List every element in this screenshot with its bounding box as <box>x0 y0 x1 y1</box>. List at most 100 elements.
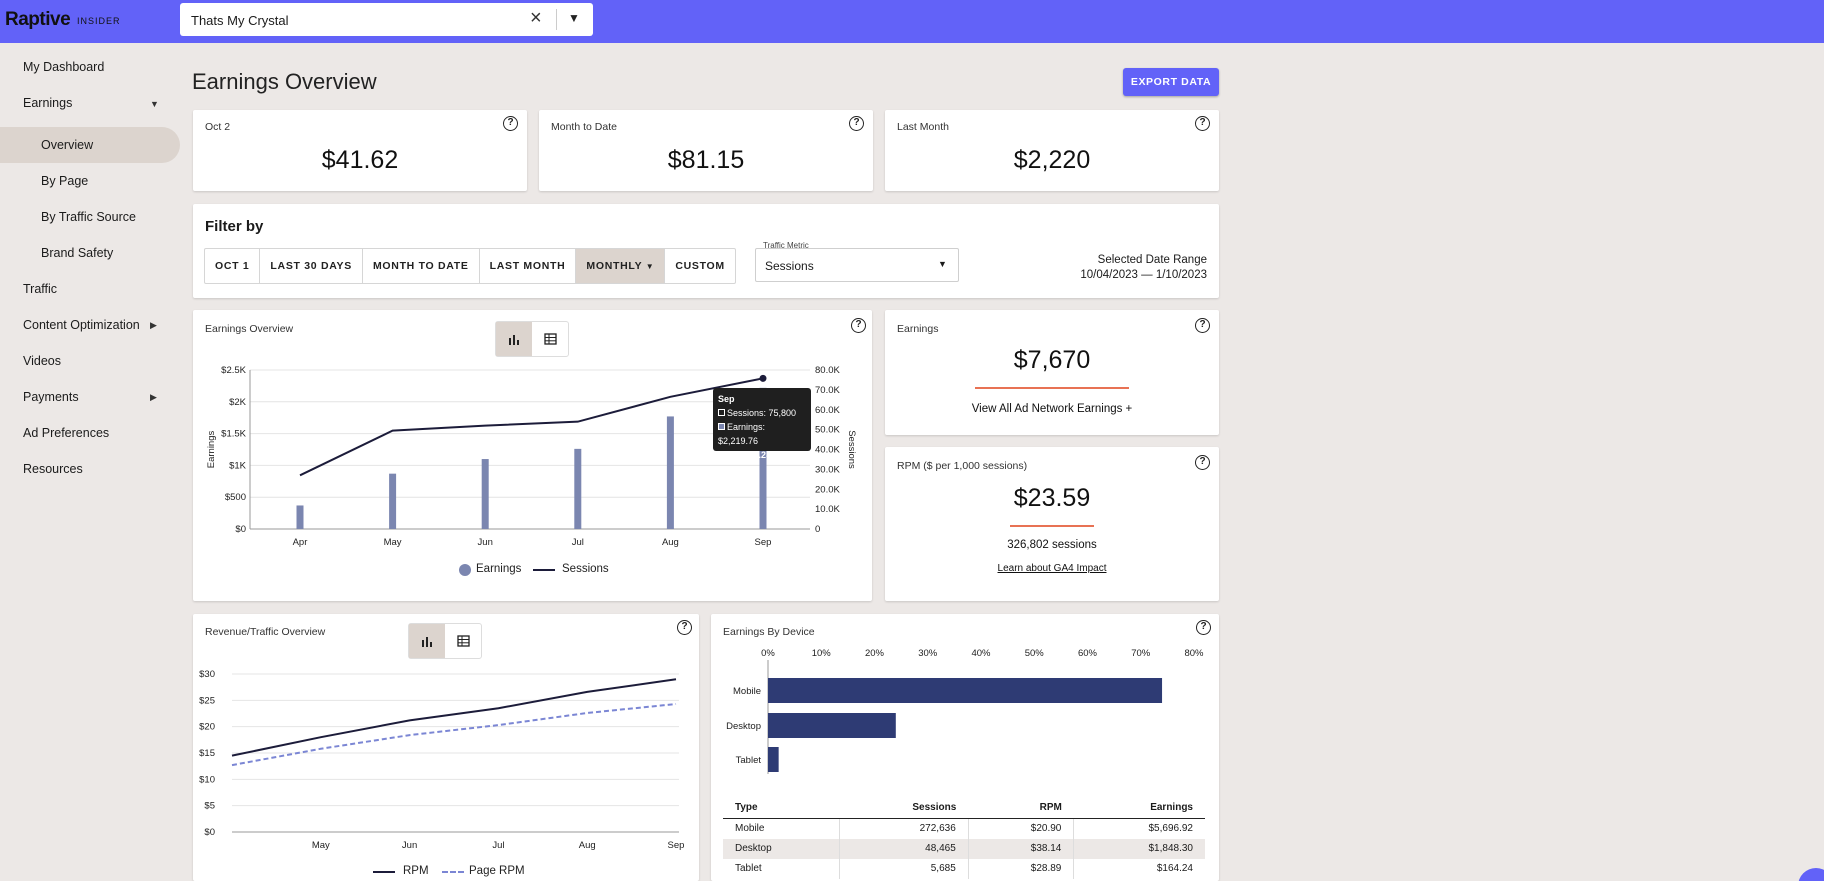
range-monthly-button[interactable]: MONTHLY ▼ <box>576 249 666 283</box>
earnings-label: Earnings <box>897 323 939 335</box>
y-tick-label: $25 <box>199 695 215 706</box>
cell-rpm: $28.89 <box>968 858 1075 879</box>
range-last-month-button[interactable]: LAST MONTH <box>480 249 577 283</box>
chart-tooltip: Sep Sessions: 75,800 Earnings: $2,219.76… <box>713 388 811 460</box>
summary-label: Oct 2 <box>205 121 231 133</box>
summary-card-last-month: Last Month ? $2,220 <box>885 110 1219 191</box>
device-chart: 0% 10% 20% 30% 40% 50% 60% 70% 80% Mobile Desktop T… <box>726 648 1204 774</box>
help-icon[interactable]: ? <box>1195 318 1210 333</box>
legend-earnings[interactable]: Earnings <box>476 563 522 575</box>
legend-rpm[interactable]: RPM <box>403 865 429 877</box>
y2-tick-label: 20.0K <box>815 484 840 495</box>
rpm-sessions: 326,802 sessions <box>1007 539 1097 551</box>
range-last-30-days-button[interactable]: LAST 30 DAYS <box>260 249 363 283</box>
x-tick-label: Apr <box>293 537 308 548</box>
tooltip-rpm: RPM: $29.28 <box>718 450 772 460</box>
ga4-impact-link[interactable]: Learn about GA4 Impact <box>997 563 1107 574</box>
table-row: Tablet 5,685 $28.89 $164.24 <box>723 858 1205 879</box>
legend-sessions[interactable]: Sessions <box>562 563 609 575</box>
sidebar-item-content-optimization[interactable]: Content Optimization <box>23 318 140 332</box>
date-range-tabs: OCT 1 LAST 30 DAYS MONTH TO DATE LAST MO… <box>204 248 736 284</box>
device-bar <box>768 747 779 772</box>
x-tick-label: 70% <box>1131 648 1151 659</box>
x-tick-label: 60% <box>1078 648 1098 659</box>
sidebar-item-my-dashboard[interactable]: My Dashboard <box>23 60 105 74</box>
revenue-chart-title: Revenue/Traffic Overview <box>205 626 326 638</box>
sessions-legend-line <box>533 569 555 571</box>
caret-down-icon[interactable]: ▼ <box>150 99 159 109</box>
help-icon[interactable]: ? <box>503 116 518 131</box>
sidebar-item-videos[interactable]: Videos <box>23 354 61 368</box>
sidebar-item-brand-safety[interactable]: Brand Safety <box>41 246 114 260</box>
export-data-button[interactable]: EXPORT DATA <box>1123 68 1219 96</box>
col-sessions[interactable]: Sessions <box>839 797 969 819</box>
traffic-metric-select[interactable]: Sessions ▼ <box>755 248 959 282</box>
sidebar-item-resources[interactable]: Resources <box>23 462 83 476</box>
sidebar-item-by-page[interactable]: By Page <box>41 174 89 188</box>
help-icon[interactable]: ? <box>1195 116 1210 131</box>
close-icon[interactable]: × <box>530 7 542 29</box>
x-tick-label: Jul <box>492 840 504 851</box>
sidebar-item-by-traffic-source[interactable]: By Traffic Source <box>41 210 136 224</box>
col-type[interactable]: Type <box>723 797 840 819</box>
y-tick-label: $0 <box>204 827 215 838</box>
device-label: Mobile <box>733 686 761 697</box>
help-icon[interactable]: ? <box>677 620 692 635</box>
x-tick-label: Aug <box>662 537 679 548</box>
y2-tick-label: 0 <box>815 524 820 535</box>
summary-value: $81.15 <box>667 146 745 174</box>
col-rpm[interactable]: RPM <box>968 797 1074 819</box>
bar-chart-icon[interactable] <box>409 624 445 658</box>
earnings-bar <box>759 387 767 529</box>
y2-axis-label: Sessions <box>846 430 857 469</box>
device-bar <box>768 713 896 738</box>
caret-right-icon[interactable]: ▶ <box>150 320 157 330</box>
sidebar-item-overview[interactable]: Overview <box>41 138 94 152</box>
earnings-chart-card: Earnings Overview ? $0 $500 $1K $1.5K $2K $2.… <box>193 310 872 601</box>
y-tick-label: $500 <box>225 492 246 503</box>
rpm-underline <box>1010 525 1094 527</box>
sessions-point <box>759 374 767 382</box>
bar-chart-glyph <box>422 636 432 647</box>
caret-down-icon[interactable]: ▼ <box>568 11 580 25</box>
legend-page-rpm[interactable]: Page RPM <box>469 865 525 877</box>
range-oct-1-button[interactable]: OCT 1 <box>205 249 261 283</box>
table-icon[interactable] <box>445 624 481 658</box>
sidebar-item-traffic[interactable]: Traffic <box>23 282 58 296</box>
sidebar-item-earnings[interactable]: Earnings <box>23 96 73 110</box>
help-icon[interactable]: ? <box>1196 620 1211 635</box>
earnings-bar <box>666 416 674 529</box>
brand-logo[interactable]: Raptive <box>5 9 71 30</box>
page-rpm-line <box>231 703 677 767</box>
tooltip-title: Sep <box>718 394 735 404</box>
earnings-by-device-card: Earnings By Device ? 0% 10% 20% 30% 40% 50% 60… <box>711 614 1219 881</box>
sidebar-item-ad-preferences[interactable]: Ad Preferences <box>23 426 110 440</box>
caret-down-icon: ▼ <box>645 262 655 271</box>
view-all-earnings-link[interactable]: View All Ad Network Earnings + <box>971 403 1133 415</box>
site-select[interactable]: Thats My Crystal × ▼ <box>180 3 593 36</box>
x-tick-label: 10% <box>812 648 832 659</box>
caret-right-icon[interactable]: ▶ <box>150 392 157 402</box>
earnings-underline <box>975 387 1129 389</box>
table-row: Desktop 48,465 $38.14 $1,848.30 <box>723 838 1205 859</box>
y-tick-label: $30 <box>199 669 215 680</box>
table-icon[interactable] <box>532 322 568 356</box>
col-earnings[interactable]: Earnings <box>1073 797 1205 819</box>
x-tick-label: May <box>384 537 402 548</box>
sidebar-item-payments[interactable]: Payments <box>23 390 79 404</box>
page-rpm-legend-line <box>442 871 464 873</box>
y2-tick-label: 10.0K <box>815 504 840 515</box>
bar-chart-icon[interactable] <box>496 322 532 356</box>
help-chat-button[interactable] <box>1798 868 1824 881</box>
y2-tick-label: 70.0K <box>815 385 840 396</box>
help-icon[interactable]: ? <box>851 318 866 333</box>
range-custom-button[interactable]: CUSTOM <box>675 260 725 272</box>
help-icon[interactable]: ? <box>849 116 864 131</box>
device-label: Desktop <box>726 721 761 732</box>
cell-rpm: $38.14 <box>968 838 1075 859</box>
summary-card-today: Oct 2 ? $41.62 <box>193 110 527 191</box>
tooltip-earnings: Earnings: $2,219.76 <box>718 420 806 448</box>
y2-tick-label: 80.0K <box>815 365 840 376</box>
help-icon[interactable]: ? <box>1195 455 1210 470</box>
range-month-to-date-button[interactable]: MONTH TO DATE <box>363 249 480 283</box>
